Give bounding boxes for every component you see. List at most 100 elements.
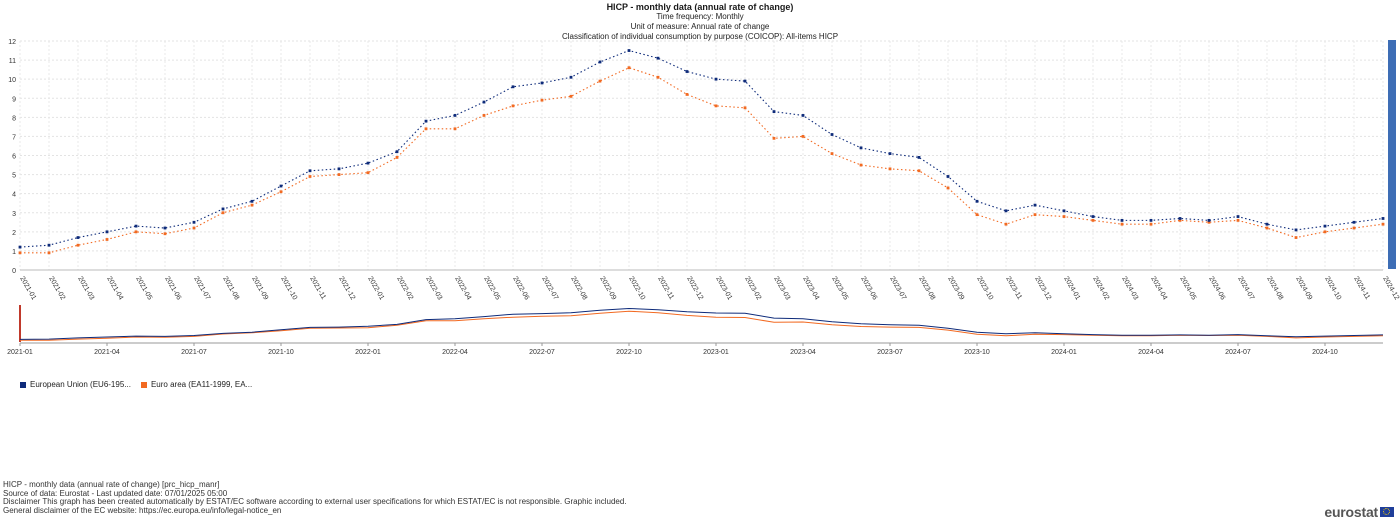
- data-point-1-34: [1004, 222, 1008, 226]
- data-point-1-47: [1381, 222, 1385, 226]
- y-tick-label: 7: [12, 134, 16, 141]
- legend-item-eu[interactable]: European Union (EU6-195...: [20, 380, 131, 389]
- data-point-0-21: [627, 49, 631, 52]
- x-tick-label: 2021-01: [18, 276, 37, 302]
- data-point-0-40: [1178, 217, 1182, 220]
- data-point-0-20: [598, 60, 602, 64]
- data-point-1-24: [714, 104, 718, 108]
- navigator-tick-label: 2021-10: [268, 349, 294, 356]
- navigator-tick-label: 2024-04: [1138, 349, 1164, 356]
- data-point-0-12: [366, 161, 370, 165]
- x-tick-label: 2023-06: [859, 276, 878, 302]
- x-tick-label: 2024-01: [1062, 276, 1081, 302]
- footer-notes: HICP - monthly data (annual rate of chan…: [3, 480, 627, 515]
- navigator-tick-label: 2021-01: [7, 349, 33, 356]
- data-point-0-17: [511, 85, 515, 89]
- navigator-tick-label: 2024-01: [1051, 349, 1077, 356]
- navigator-tick-label: 2022-01: [355, 349, 381, 356]
- legend: European Union (EU6-195... Euro area (EA…: [20, 380, 252, 389]
- x-tick-label: 2024-09: [1294, 276, 1313, 302]
- eu-flag-icon: [1380, 507, 1394, 517]
- data-point-1-18: [540, 98, 544, 102]
- navigator-tick-label: 2023-04: [790, 349, 816, 356]
- data-point-0-41: [1207, 218, 1211, 222]
- x-tick-label: 2023-08: [917, 276, 936, 302]
- data-point-1-37: [1091, 218, 1095, 222]
- navigator-tick-label: 2023-01: [703, 349, 729, 356]
- data-point-0-45: [1323, 224, 1327, 228]
- data-point-1-12: [366, 171, 370, 175]
- data-point-0-36: [1062, 209, 1066, 213]
- legend-swatch-eu: [20, 381, 26, 388]
- navigator-tick-label: 2023-07: [877, 349, 903, 356]
- navigator-line-1: [20, 310, 1384, 341]
- legend-item-euro-area[interactable]: Euro area (EA11-1999, EA...: [140, 380, 252, 389]
- x-tick-label: 2021-09: [250, 276, 269, 302]
- footer-source: Source of data: Eurostat - Last updated …: [3, 488, 228, 498]
- x-tick-label: 2021-07: [192, 276, 211, 302]
- data-point-1-11: [337, 173, 341, 176]
- data-point-1-6: [192, 226, 196, 230]
- data-point-0-43: [1265, 222, 1269, 226]
- data-point-1-46: [1352, 226, 1356, 230]
- x-tick-label: 2021-12: [337, 276, 356, 302]
- x-tick-label: 2022-11: [656, 276, 675, 301]
- x-tick-label: 2023-12: [1033, 276, 1052, 302]
- data-point-0-2: [76, 236, 80, 239]
- x-tick-label: 2023-10: [975, 276, 994, 302]
- footer-dataset: HICP - monthly data (annual rate of chan…: [3, 480, 220, 489]
- navigator-tick-label: 2022-07: [529, 349, 555, 356]
- data-point-0-14: [424, 119, 428, 123]
- x-tick-label: 2023-01: [714, 276, 733, 302]
- navigator-tick-label: 2022-04: [442, 349, 468, 356]
- navigator-tick-label: 2021-07: [181, 349, 207, 356]
- data-point-0-39: [1149, 218, 1153, 222]
- data-point-1-4: [134, 230, 138, 234]
- x-tick-label: 2022-10: [627, 276, 646, 302]
- navigator-tick-label: 2021-04: [94, 349, 120, 356]
- data-point-0-27: [801, 114, 805, 117]
- vertical-scrollbar[interactable]: [1388, 40, 1396, 269]
- data-point-0-4: [134, 224, 138, 228]
- data-point-1-3: [105, 238, 109, 241]
- x-tick-label: 2022-01: [366, 276, 385, 302]
- chart-header: HICP - monthly data (annual rate of chan…: [0, 2, 1400, 42]
- data-point-0-23: [685, 70, 689, 73]
- data-point-0-10: [308, 169, 312, 173]
- data-point-1-17: [511, 104, 515, 108]
- x-tick-label: 2021-08: [221, 276, 240, 302]
- y-tick-label: 1: [12, 249, 16, 256]
- y-tick-label: 6: [12, 154, 16, 161]
- navigator-tick-label: 2022-10: [616, 349, 642, 356]
- series-line-1: [20, 67, 1384, 254]
- data-point-1-0: [18, 251, 22, 255]
- data-point-1-26: [772, 136, 776, 140]
- legend-swatch-euro-area: [140, 381, 147, 388]
- x-tick-label: 2024-03: [1120, 276, 1139, 302]
- x-tick-label: 2021-02: [47, 276, 66, 302]
- navigator[interactable]: [19, 305, 1384, 344]
- x-tick-label: 2022-03: [424, 276, 443, 302]
- x-tick-label: 2023-02: [743, 276, 762, 302]
- x-tick-label: 2022-09: [598, 276, 617, 302]
- x-tick-label: 2023-04: [801, 276, 820, 302]
- data-point-1-23: [685, 93, 689, 96]
- data-point-1-10: [308, 175, 312, 178]
- data-point-1-43: [1265, 226, 1269, 230]
- data-point-0-11: [337, 167, 341, 171]
- data-point-0-29: [859, 146, 863, 150]
- navigator-handle[interactable]: [19, 305, 21, 342]
- data-point-0-15: [453, 114, 457, 117]
- data-point-0-6: [192, 220, 196, 224]
- data-point-1-7: [221, 211, 225, 215]
- navigator-tick-label: 2023-10: [964, 349, 990, 356]
- data-point-0-16: [482, 100, 486, 104]
- data-point-1-40: [1178, 218, 1182, 222]
- data-point-0-9: [279, 184, 283, 188]
- data-point-0-42: [1236, 215, 1240, 218]
- y-tick-label: 8: [12, 115, 16, 122]
- eurostat-logo: eurostat: [1324, 504, 1394, 520]
- x-tick-label: 2024-07: [1236, 276, 1255, 302]
- x-tick-label: 2022-04: [453, 276, 472, 302]
